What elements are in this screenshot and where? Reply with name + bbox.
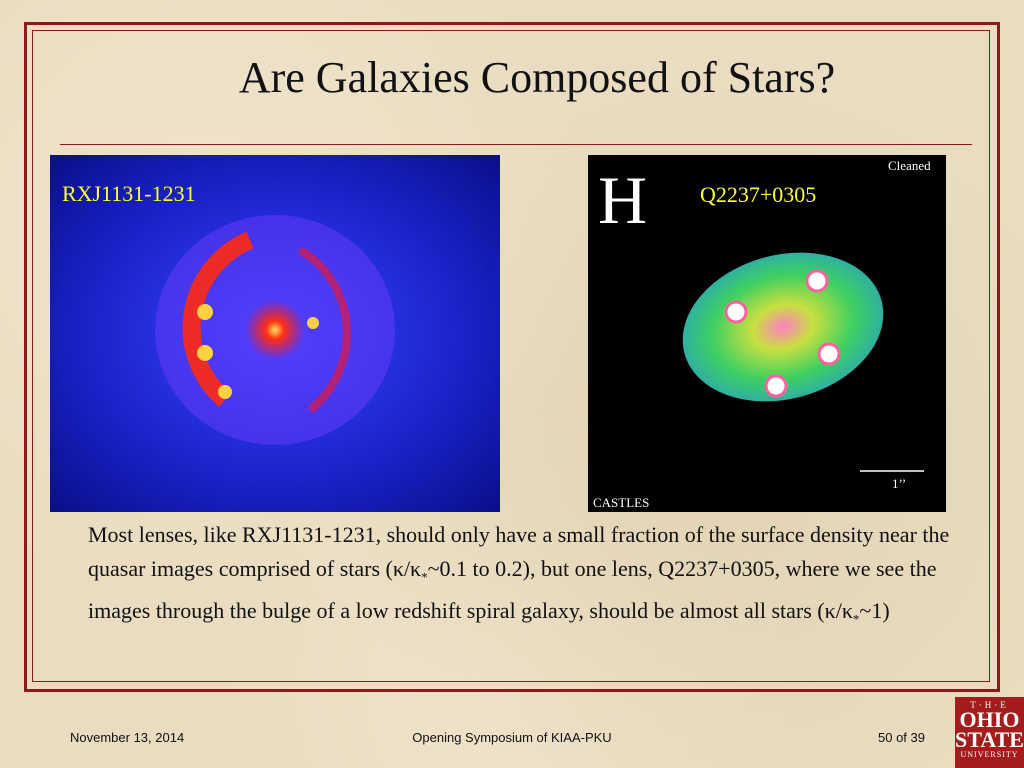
text-run: Most lenses, like RXJ1131-1231, should o… — [88, 522, 950, 581]
note: Cleaned — [888, 158, 931, 173]
rule — [60, 144, 972, 145]
logo-text: OHIO — [959, 707, 1020, 732]
logo-text: STATE — [955, 727, 1024, 752]
credit: CASTLES — [593, 495, 649, 510]
frame — [24, 22, 1000, 692]
footer-page: 50 of 39 — [878, 730, 925, 745]
image-label: Q2237+0305 — [700, 182, 816, 207]
subscript: * — [852, 611, 860, 627]
footer-date: November 13, 2014 — [70, 730, 185, 745]
title: Are Galaxies Composed of Stars? — [238, 53, 836, 102]
lens-image-right: H Q2237+0305 Cleaned 1’’ CASTLES — [588, 155, 946, 512]
subscript: * — [421, 569, 428, 585]
text-run: ~0.1 to 0.2), but one lens, Q2237+0305, … — [88, 556, 937, 624]
scale-label: 1’’ — [892, 476, 906, 491]
lens-image-left: RXJ1131-1231 — [50, 155, 500, 512]
frame-inner — [32, 30, 990, 682]
text-run: ~1) — [859, 598, 890, 624]
footer-event: Opening Symposium of KIAA-PKU — [412, 730, 612, 745]
logo-text: T·H·E — [970, 700, 1009, 710]
image-label: RXJ1131-1231 — [62, 181, 196, 206]
logo: T·H·E OHIO STATE UNIVERSITY — [955, 697, 1024, 768]
body-text: Most lenses, like RXJ1131-1231, should o… — [88, 518, 958, 637]
band-label: H — [598, 162, 647, 238]
logo-text: UNIVERSITY — [960, 750, 1019, 759]
